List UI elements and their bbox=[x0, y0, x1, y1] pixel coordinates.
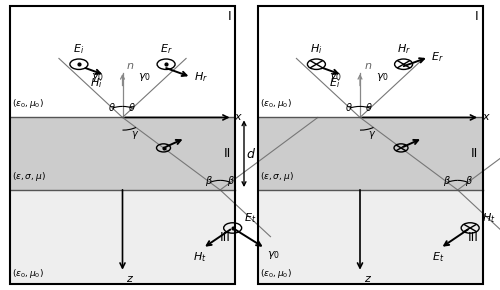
Text: $(\epsilon_0,\mu_0)$: $(\epsilon_0,\mu_0)$ bbox=[260, 267, 292, 280]
Text: II: II bbox=[471, 147, 478, 160]
Text: $\gamma$: $\gamma$ bbox=[368, 129, 376, 141]
Text: $\theta$: $\theta$ bbox=[108, 101, 116, 113]
Text: $E_r$: $E_r$ bbox=[431, 50, 444, 64]
Bar bbox=[258, 6, 482, 117]
Text: $(\epsilon_0,\mu_0)$: $(\epsilon_0,\mu_0)$ bbox=[260, 97, 292, 110]
Text: $n$: $n$ bbox=[126, 61, 135, 71]
Bar bbox=[10, 6, 235, 284]
Text: $\gamma$: $\gamma$ bbox=[131, 129, 139, 141]
Text: $E_t$: $E_t$ bbox=[432, 251, 444, 264]
Text: $\gamma_0$: $\gamma_0$ bbox=[92, 71, 104, 84]
Text: $n$: $n$ bbox=[364, 61, 372, 71]
Text: $\theta$: $\theta$ bbox=[345, 101, 353, 113]
Text: $(\epsilon,\sigma,\mu)$: $(\epsilon,\sigma,\mu)$ bbox=[260, 170, 294, 183]
Text: III: III bbox=[468, 231, 478, 244]
Text: $\gamma_0$: $\gamma_0$ bbox=[138, 71, 151, 84]
Bar bbox=[258, 6, 482, 284]
Text: $(\epsilon_0,\mu_0)$: $(\epsilon_0,\mu_0)$ bbox=[12, 267, 44, 280]
Text: $E_t$: $E_t$ bbox=[244, 211, 256, 225]
Text: $H_t$: $H_t$ bbox=[194, 251, 207, 264]
Text: $E_r$: $E_r$ bbox=[160, 42, 172, 55]
Text: $\beta$: $\beta$ bbox=[227, 174, 235, 188]
Text: $\theta$: $\theta$ bbox=[365, 101, 373, 113]
Bar bbox=[258, 190, 482, 284]
Text: $H_t$: $H_t$ bbox=[482, 211, 496, 225]
Text: $\beta$: $\beta$ bbox=[205, 174, 213, 188]
Text: $x$: $x$ bbox=[482, 112, 491, 122]
Text: $\beta$: $\beta$ bbox=[464, 174, 472, 188]
Text: $(\epsilon,\sigma,\mu)$: $(\epsilon,\sigma,\mu)$ bbox=[12, 170, 46, 183]
Bar bbox=[10, 6, 235, 117]
Text: I: I bbox=[228, 10, 231, 23]
Text: II: II bbox=[224, 147, 231, 160]
Text: $(\epsilon_0,\mu_0)$: $(\epsilon_0,\mu_0)$ bbox=[12, 97, 44, 110]
Text: $z$: $z$ bbox=[126, 274, 134, 284]
Bar bbox=[10, 190, 235, 284]
Text: $H_r$: $H_r$ bbox=[194, 70, 207, 84]
Text: $E_i$: $E_i$ bbox=[74, 42, 85, 55]
Text: $\theta$: $\theta$ bbox=[128, 101, 136, 113]
Text: $\gamma_0$: $\gamma_0$ bbox=[376, 71, 388, 84]
Text: III: III bbox=[220, 231, 231, 244]
Text: $z$: $z$ bbox=[364, 274, 372, 284]
Text: $x$: $x$ bbox=[234, 112, 244, 122]
Text: $E_i$: $E_i$ bbox=[329, 77, 340, 90]
Text: $H_r$: $H_r$ bbox=[396, 42, 410, 55]
Bar bbox=[10, 117, 235, 190]
Text: $H_i$: $H_i$ bbox=[90, 77, 102, 90]
Text: $\gamma_0$: $\gamma_0$ bbox=[329, 71, 342, 84]
Bar bbox=[258, 117, 482, 190]
Text: I: I bbox=[475, 10, 478, 23]
Text: $d$: $d$ bbox=[246, 147, 256, 161]
Text: $\gamma_0$: $\gamma_0$ bbox=[266, 249, 280, 261]
Text: $H_i$: $H_i$ bbox=[310, 42, 322, 55]
Text: $\beta$: $\beta$ bbox=[442, 174, 450, 188]
